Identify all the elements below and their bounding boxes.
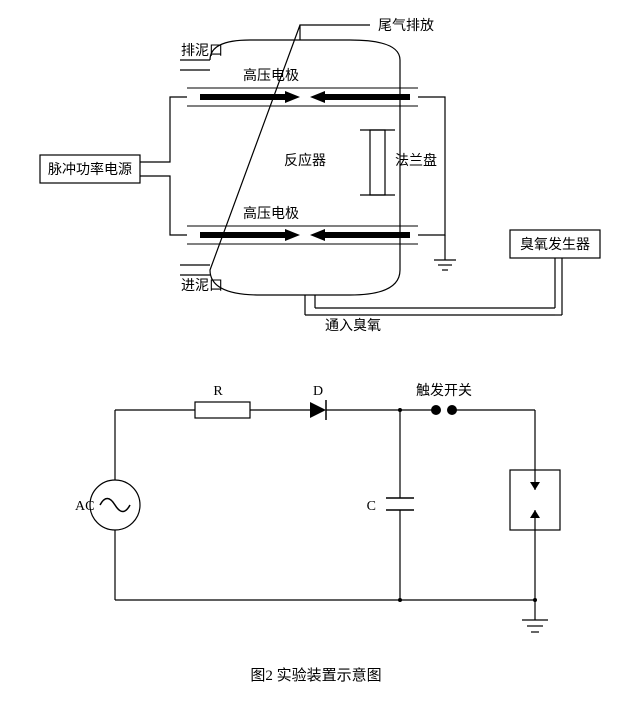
diode-label: D xyxy=(313,384,323,399)
exhaust-label: 尾气排放 xyxy=(378,18,434,34)
flange-body xyxy=(370,130,385,195)
trigger-dot-left xyxy=(431,405,441,415)
mud-out-label: 排泥口 xyxy=(181,43,223,59)
resistor-r xyxy=(195,402,250,418)
capacitor-label: C xyxy=(367,499,376,514)
electrode-lower-right xyxy=(325,232,410,238)
electrode-lower-left xyxy=(200,232,285,238)
reactor-diagram: 尾气排放 排泥口 高压电极 高压电极 反应器 法兰盘 进泥口 xyxy=(40,18,600,334)
diode-d xyxy=(310,400,326,420)
reactor-label: 反应器 xyxy=(284,152,326,169)
resistor-label: R xyxy=(213,384,223,399)
electrode-upper-left xyxy=(200,94,285,100)
ac-label: AC xyxy=(75,499,94,514)
circuit-diagram: R D 触发开关 AC C xyxy=(75,383,560,632)
trigger-label: 触发开关 xyxy=(416,383,472,399)
hv-electrode-upper-label: 高压电极 xyxy=(243,67,299,84)
trigger-dot-right xyxy=(447,405,457,415)
ozone-in-label: 通入臭氧 xyxy=(325,318,381,334)
ozone-generator-label: 臭氧发生器 xyxy=(520,237,590,253)
flange-label: 法兰盘 xyxy=(395,152,437,169)
hv-electrode-lower-label: 高压电极 xyxy=(243,205,299,222)
pulse-power-label: 脉冲功率电源 xyxy=(48,161,132,178)
mud-in-label: 进泥口 xyxy=(181,278,223,294)
electrode-upper-right xyxy=(325,94,410,100)
diagram-svg: 尾气排放 排泥口 高压电极 高压电极 反应器 法兰盘 进泥口 xyxy=(0,0,632,696)
figure-caption: 图2 实验装置示意图 xyxy=(250,666,381,684)
